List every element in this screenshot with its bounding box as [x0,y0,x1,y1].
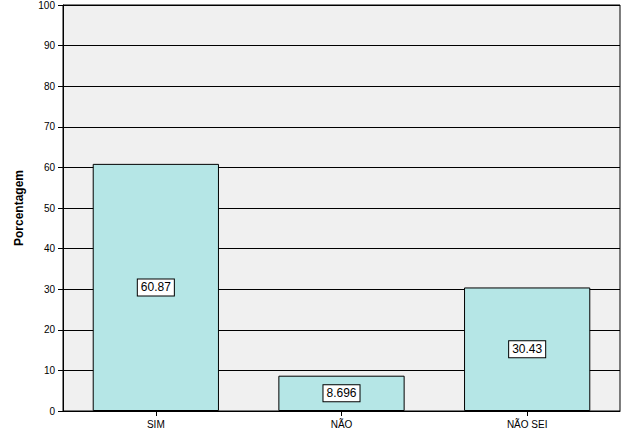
svg-text:0: 0 [49,406,55,417]
svg-text:NÃO: NÃO [331,418,353,430]
svg-text:SIM: SIM [147,419,165,430]
svg-text:30.43: 30.43 [512,342,542,356]
svg-text:NÃO SEI: NÃO SEI [507,418,548,430]
svg-text:60: 60 [44,162,56,173]
svg-text:100: 100 [38,0,55,11]
svg-text:60.87: 60.87 [141,280,171,294]
svg-text:20: 20 [44,324,56,335]
svg-text:50: 50 [44,203,56,214]
svg-text:80: 80 [44,81,56,92]
svg-text:Porcentagem: Porcentagem [12,170,26,246]
svg-text:8.696: 8.696 [326,386,356,400]
svg-text:30: 30 [44,284,56,295]
svg-text:90: 90 [44,40,56,51]
svg-text:40: 40 [44,243,56,254]
svg-text:10: 10 [44,365,56,376]
svg-text:70: 70 [44,121,56,132]
